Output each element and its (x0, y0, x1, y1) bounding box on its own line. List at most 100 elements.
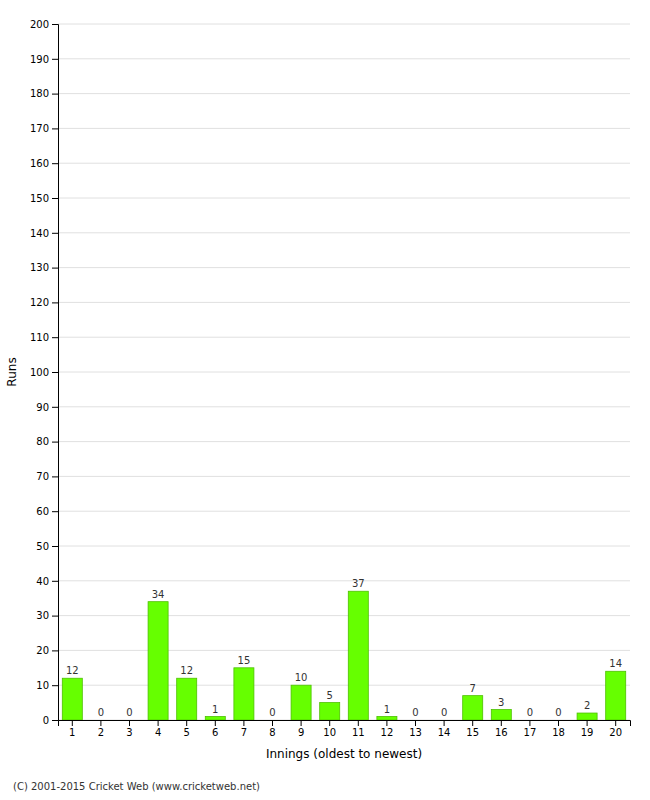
y-tick-line (52, 128, 58, 129)
x-tick: 10 (323, 720, 336, 738)
y-tick-line (52, 372, 58, 373)
data-label: 0 (98, 707, 104, 718)
x-tick-label: 7 (241, 727, 247, 738)
x-tick: 12 (381, 720, 394, 738)
x-tick: 2 (98, 720, 104, 738)
x-tick: 1 (69, 720, 75, 738)
y-tick-line (52, 233, 58, 234)
data-label: 0 (126, 707, 132, 718)
x-tick: 19 (581, 720, 594, 738)
y-tick-line (52, 94, 58, 95)
y-tick: 20 (36, 645, 58, 656)
x-tick-label: 8 (269, 727, 275, 738)
y-tick-line (52, 581, 58, 582)
x-tick: 8 (269, 720, 275, 738)
bar (463, 696, 483, 720)
y-tick-label: 120 (30, 297, 49, 308)
x-tick: 16 (495, 720, 508, 738)
x-axis: 1234567891011121314151617181920 (59, 720, 631, 738)
x-tick: 20 (609, 720, 622, 738)
chart-container: 1200341211501053710073002141234567891011… (0, 0, 650, 800)
data-label: 15 (238, 655, 251, 666)
x-tick-line (386, 720, 387, 726)
data-label: 14 (609, 658, 622, 669)
y-tick: 200 (30, 19, 58, 30)
y-tick-line (52, 546, 58, 547)
y-tick: 0 (43, 715, 58, 726)
data-label: 2 (584, 700, 590, 711)
y-tick-label: 110 (30, 332, 49, 343)
x-tick-line (558, 720, 559, 726)
x-axis-title: Innings (oldest to newest) (266, 747, 422, 761)
grid-line (58, 441, 630, 442)
x-tick-label: 4 (155, 727, 161, 738)
x-tick-line (215, 720, 216, 726)
bar (606, 671, 626, 720)
y-tick-label: 70 (36, 471, 49, 482)
y-axis: 0102030405060708090100110120130140150160… (30, 19, 59, 726)
y-tick-label: 40 (36, 576, 49, 587)
y-tick: 110 (30, 332, 58, 343)
y-tick-label: 90 (36, 402, 49, 413)
grid-line (58, 476, 630, 477)
bar (520, 720, 540, 721)
data-label: 0 (555, 707, 561, 718)
y-tick-line (52, 685, 58, 686)
x-tick-label: 10 (323, 727, 336, 738)
data-label: 5 (327, 690, 333, 701)
bar (205, 717, 225, 720)
y-tick: 10 (36, 680, 58, 691)
y-tick: 70 (36, 471, 58, 482)
x-tick-line (615, 720, 616, 726)
y-tick-line (52, 476, 58, 477)
bar (548, 720, 568, 721)
bar (234, 668, 254, 720)
data-label: 1 (384, 704, 390, 715)
grid-line (58, 372, 630, 373)
x-tick-line (444, 720, 445, 726)
data-label: 34 (152, 589, 165, 600)
y-tick-label: 0 (43, 715, 49, 726)
x-tick: 7 (241, 720, 247, 738)
y-tick-line (52, 442, 58, 443)
y-tick: 130 (30, 262, 58, 273)
y-tick-label: 160 (30, 158, 49, 169)
x-tick: 5 (184, 720, 190, 738)
y-tick-label: 10 (36, 680, 49, 691)
data-labels: 120034121150105371007300214 (66, 578, 622, 718)
x-tick: 9 (298, 720, 304, 738)
data-label: 12 (66, 665, 79, 676)
bar (377, 717, 397, 720)
y-tick: 50 (36, 541, 58, 552)
y-tick: 170 (30, 123, 58, 134)
bar (434, 720, 454, 721)
data-label: 0 (527, 707, 533, 718)
bar (491, 710, 511, 720)
bar (262, 720, 282, 721)
x-tick: 18 (552, 720, 565, 738)
x-tick: 3 (126, 720, 132, 738)
x-tick-line (100, 720, 101, 726)
y-tick: 140 (30, 228, 58, 239)
x-tick-line (472, 720, 473, 726)
x-tick-line (186, 720, 187, 726)
bar (91, 720, 111, 721)
data-label: 7 (470, 683, 476, 694)
plot-area: 1200341211501053710073002141234567891011… (5, 19, 631, 761)
x-tick-line (529, 720, 530, 726)
grid-line (58, 302, 630, 303)
grid (58, 24, 630, 720)
y-tick-label: 170 (30, 123, 49, 134)
y-tick: 120 (30, 297, 58, 308)
x-tick-label: 17 (524, 727, 537, 738)
bar (405, 720, 425, 721)
y-tick-line (52, 24, 58, 25)
bar (320, 703, 340, 720)
x-tick-line (501, 720, 502, 726)
grid-line (58, 58, 630, 59)
bar (119, 720, 139, 721)
y-tick-label: 100 (30, 367, 49, 378)
x-tick-label: 16 (495, 727, 508, 738)
x-tick-label: 1 (69, 727, 75, 738)
y-tick: 150 (30, 193, 58, 204)
